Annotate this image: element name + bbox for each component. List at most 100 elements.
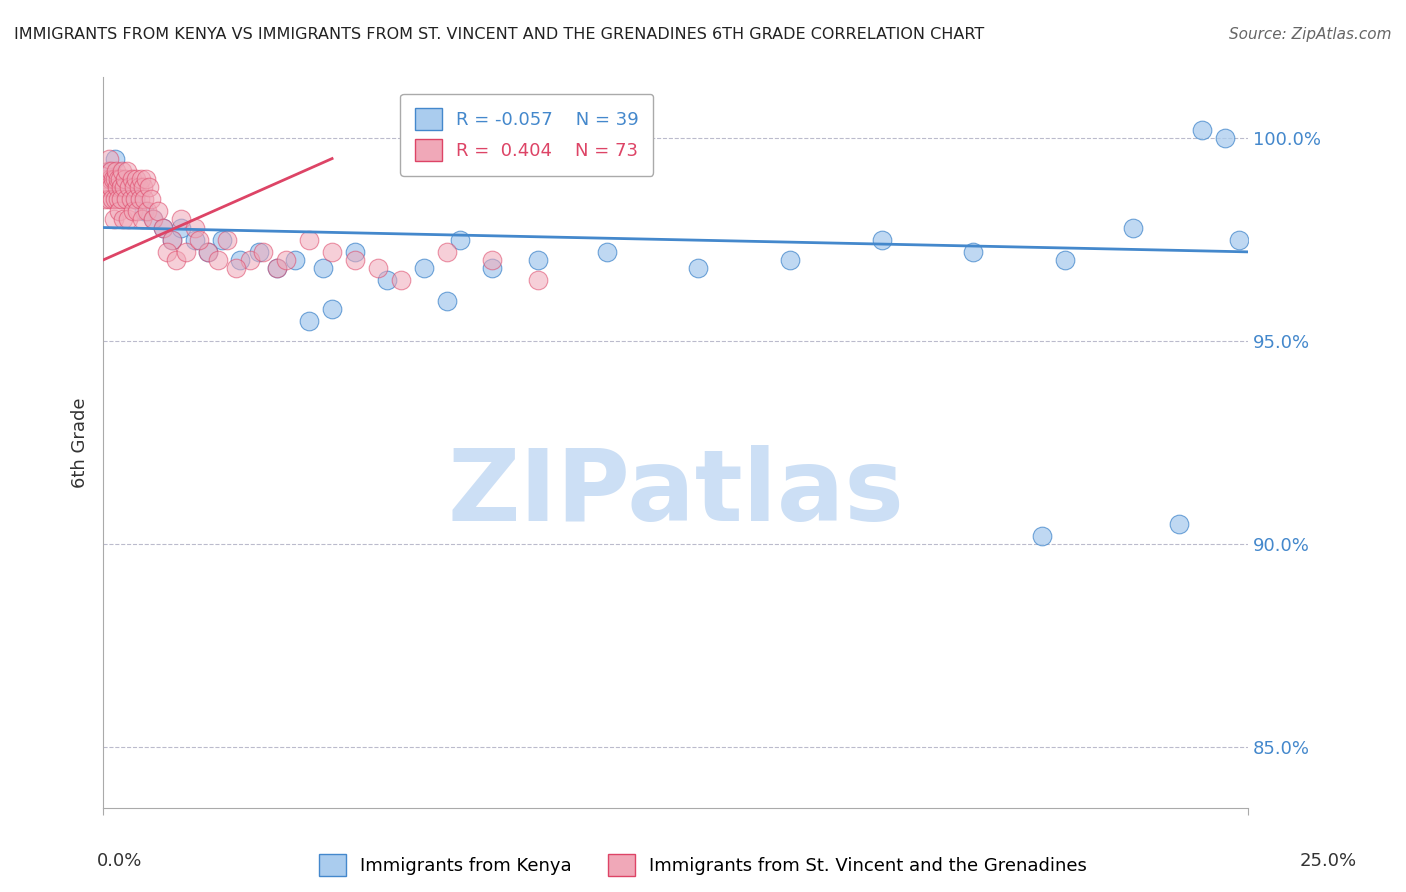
Legend: R = -0.057    N = 39, R =  0.404    N = 73: R = -0.057 N = 39, R = 0.404 N = 73 [401,94,654,176]
Point [142,212,165,227]
Text: ZIPatlas: ZIPatlas [447,445,904,542]
Point [122,180,145,194]
Point [101,192,124,206]
Point [152,220,174,235]
Point [135,172,157,186]
Point [247,244,270,259]
Point [312,261,335,276]
Point [215,233,238,247]
Point [103,152,125,166]
Point [266,261,288,276]
Point [118,180,141,194]
Point [436,244,458,259]
Point [98,152,121,166]
Point [111,163,134,178]
Point [436,293,458,308]
Point [141,192,163,206]
Point [105,180,128,194]
Point [449,233,471,247]
Point [321,301,343,316]
Point [197,244,219,259]
Point [1191,123,1213,137]
Text: 0.0%: 0.0% [97,852,142,870]
Point [114,172,136,186]
Point [125,172,148,186]
Point [870,233,893,247]
Point [117,212,139,227]
Point [183,233,205,247]
Point [779,252,801,267]
Point [98,172,121,186]
Point [1122,220,1144,235]
Point [266,261,288,276]
Point [122,204,145,219]
Point [128,180,150,194]
Point [527,252,550,267]
Point [298,314,321,328]
Point [343,252,366,267]
Point [142,212,165,227]
Point [108,204,131,219]
Point [134,204,156,219]
Point [276,252,298,267]
Point [1053,252,1076,267]
Point [97,192,120,206]
Point [134,192,156,206]
Point [375,273,398,287]
Text: 25.0%: 25.0% [1301,852,1357,870]
Point [104,163,127,178]
Point [252,244,274,259]
Point [121,172,143,186]
Point [96,172,118,186]
Point [132,180,155,194]
Point [298,233,321,247]
Point [481,252,503,267]
Point [127,204,149,219]
Point [129,172,152,186]
Point [128,192,150,206]
Point [138,180,160,194]
Point [481,261,503,276]
Point [110,180,132,194]
Point [103,172,125,186]
Point [170,212,193,227]
Point [110,172,132,186]
Point [211,233,233,247]
Point [107,172,129,186]
Point [94,192,117,206]
Point [174,244,197,259]
Point [115,163,138,178]
Y-axis label: 6th Grade: 6th Grade [72,397,89,488]
Point [131,212,153,227]
Point [117,180,139,194]
Point [321,244,343,259]
Point [152,220,174,235]
Point [111,212,134,227]
Text: IMMIGRANTS FROM KENYA VS IMMIGRANTS FROM ST. VINCENT AND THE GRENADINES 6TH GRAD: IMMIGRANTS FROM KENYA VS IMMIGRANTS FROM… [14,27,984,42]
Point [1168,516,1191,531]
Point [96,180,118,194]
Point [110,192,132,206]
Legend: Immigrants from Kenya, Immigrants from St. Vincent and the Grenadines: Immigrants from Kenya, Immigrants from S… [312,847,1094,883]
Point [343,244,366,259]
Point [188,233,211,247]
Point [239,252,262,267]
Point [367,261,389,276]
Point [412,261,434,276]
Point [97,163,120,178]
Point [115,192,138,206]
Point [120,192,142,206]
Point [112,180,135,194]
Point [197,244,219,259]
Point [103,172,125,186]
Point [124,192,146,206]
Point [160,233,183,247]
Point [1031,529,1053,543]
Point [229,252,252,267]
Text: Source: ZipAtlas.com: Source: ZipAtlas.com [1229,27,1392,42]
Point [962,244,984,259]
Point [596,244,619,259]
Point [527,273,550,287]
Point [688,261,710,276]
Point [389,273,412,287]
